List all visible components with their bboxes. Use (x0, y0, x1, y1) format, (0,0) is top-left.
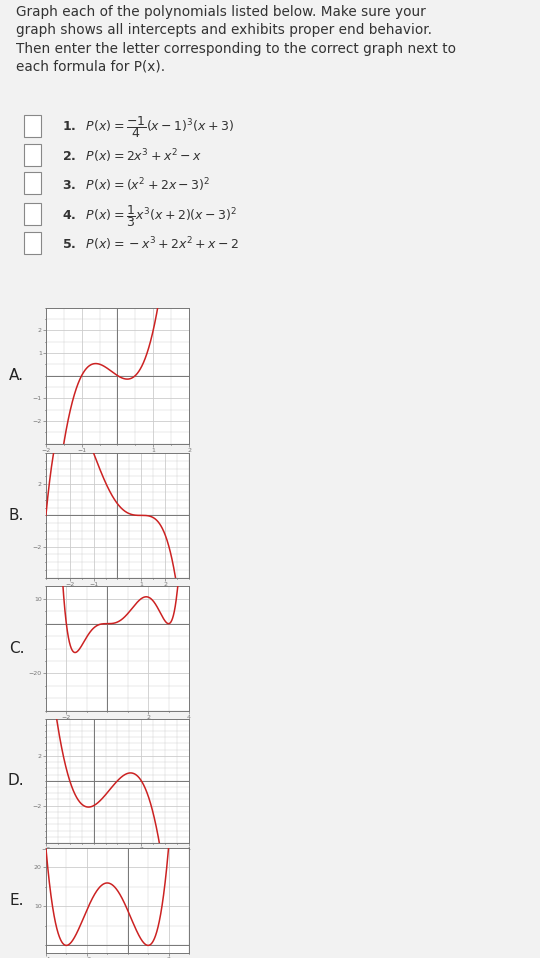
Text: D.: D. (8, 773, 24, 788)
Text: Graph each of the polynomials listed below. Make sure your
graph shows all inter: Graph each of the polynomials listed bel… (16, 5, 456, 74)
Text: $\mathbf{3.}\ \ P(x) = (x^2 + 2x - 3)^2$: $\mathbf{3.}\ \ P(x) = (x^2 + 2x - 3)^2$ (62, 176, 211, 194)
Text: $\mathbf{2.}\ \ P(x) = 2x^3 + x^2 - x$: $\mathbf{2.}\ \ P(x) = 2x^3 + x^2 - x$ (62, 148, 202, 165)
Text: $\mathbf{5.}\ \ P(x) = -x^3 + 2x^2 + x - 2$: $\mathbf{5.}\ \ P(x) = -x^3 + 2x^2 + x -… (62, 236, 239, 253)
Text: C.: C. (9, 641, 24, 656)
Text: A.: A. (9, 368, 24, 383)
Text: E.: E. (10, 893, 24, 908)
Text: $\mathbf{4.}\ \ P(x) = \dfrac{1}{3}x^3(x+2)(x-3)^2$: $\mathbf{4.}\ \ P(x) = \dfrac{1}{3}x^3(x… (62, 202, 237, 229)
Text: B.: B. (9, 508, 24, 523)
Text: $\mathbf{1.}\ \ P(x) = \dfrac{-1}{4}(x-1)^3(x+3)$: $\mathbf{1.}\ \ P(x) = \dfrac{-1}{4}(x-1… (62, 114, 234, 141)
